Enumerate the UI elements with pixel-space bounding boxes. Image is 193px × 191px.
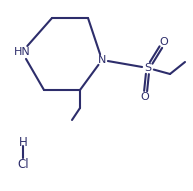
Text: H: H [19, 135, 27, 148]
Text: O: O [160, 37, 168, 47]
Text: Cl: Cl [17, 158, 29, 171]
Text: HN: HN [14, 47, 30, 57]
Text: N: N [98, 55, 106, 65]
Text: S: S [144, 63, 152, 73]
Text: O: O [141, 92, 149, 102]
